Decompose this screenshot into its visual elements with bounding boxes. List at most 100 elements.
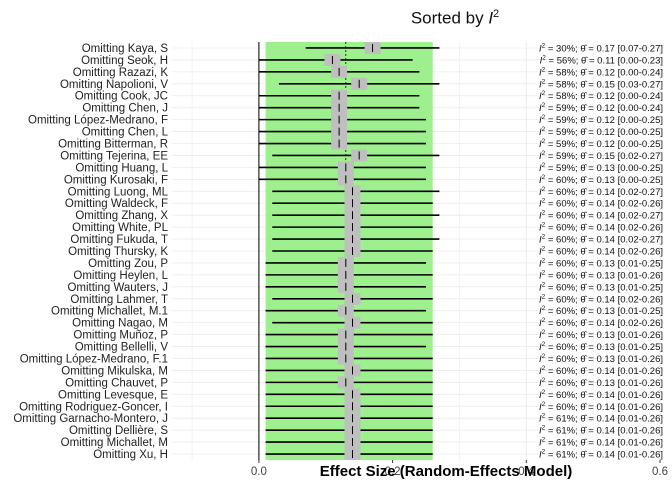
annotation-i2-symbol: I [539,79,542,90]
annotation-i2-exponent: 2 [542,329,546,336]
annotation-i2-symbol: I [539,294,542,305]
annotation-i2-symbol: I [539,151,542,162]
annotation-values: = 56%; θ̂ = 0.11 [0.00-0.23] [546,55,663,66]
annotation-i2-exponent: 2 [542,102,546,109]
annotation-i2-exponent: 2 [542,293,546,300]
annotation-values: = 60%; θ̂ = 0.14 [0.02-0.26] [545,199,663,210]
title-i2-exponent: 2 [493,8,500,20]
annotation-i2-exponent: 2 [542,257,546,264]
annotation-i2-exponent: 2 [542,90,546,97]
study-label: Omitting Garnacho-Montero, J [13,413,168,425]
study-annotation: I2 = 60%; θ̂ = 0.14 [0.02-0.27] [539,186,663,198]
annotation-values: = 60%; θ̂ = 0.14 [0.02-0.26] [545,294,663,305]
annotation-i2-exponent: 2 [542,401,546,408]
annotation-values: = 60%; θ̂ = 0.14 [0.02-0.26] [545,223,663,234]
study-annotation: I2 = 59%; θ̂ = 0.12 [0.00-0.25] [539,114,663,126]
study-label: Omitting Mikulska, M [61,365,168,377]
study-label: Omitting Xu, H [93,449,168,461]
annotation-i2-symbol: I [539,211,542,222]
annotation-i2-exponent: 2 [542,138,546,145]
annotation-values: = 60%; θ̂ = 0.13 [0.01-0.26] [545,378,663,389]
annotation-i2-exponent: 2 [542,353,546,360]
annotation-i2-exponent: 2 [542,281,546,288]
annotation-i2-symbol: I [539,175,542,186]
annotation-values: = 59%; θ̂ = 0.15 [0.02-0.27] [545,151,663,162]
annotation-i2-exponent: 2 [542,162,546,169]
annotation-i2-exponent: 2 [542,78,546,85]
annotation-values: = 60%; θ̂ = 0.13 [0.01-0.25] [545,282,663,293]
x-tick-label: 0.4 [518,466,535,478]
study-label: Omitting Waldeck, F [65,198,168,210]
annotation-values: = 59%; θ̂ = 0.12 [0.00-0.25] [545,115,663,126]
study-label: Omitting Zou, P [88,258,168,270]
annotation-i2-exponent: 2 [542,305,546,312]
study-annotation: I2 = 60%; θ̂ = 0.13 [0.01-0.25] [539,281,663,293]
annotation-values: = 60%; θ̂ = 0.14 [0.01-0.26] [545,390,663,401]
annotation-values: = 60%; θ̂ = 0.13 [0.01-0.25] [545,258,663,269]
annotation-i2-symbol: I [539,163,542,174]
annotation-i2-symbol: I [540,55,543,66]
study-label: Omitting Tejerina, EE [60,150,168,162]
annotation-i2-exponent: 2 [542,449,546,456]
study-label: Omitting Levesque, E [58,389,168,401]
annotation-values: = 58%; θ̂ = 0.15 [0.03-0.27] [545,79,663,90]
annotation-i2-exponent: 2 [542,437,546,444]
annotation-i2-symbol: I [539,103,542,114]
annotation-i2-exponent: 2 [542,389,546,396]
annotation-values: = 30%; θ̂ = 0.17 [0.07-0.27] [545,43,663,54]
study-annotation: I2 = 30%; θ̂ = 0.17 [0.07-0.27] [539,42,663,54]
study-label: Omitting Chen, L [82,127,169,139]
chart-title: Sorted by I2 [0,8,672,29]
annotation-i2-exponent: 2 [542,66,546,73]
study-label: Omitting Nagao, M [72,318,168,330]
study-annotation: I2 = 61%; θ̂ = 0.14 [0.01-0.26] [539,437,663,449]
annotation-i2-symbol: I [539,67,542,78]
annotation-i2-exponent: 2 [542,114,546,121]
study-annotation: I2 = 61%; θ̂ = 0.14 [0.01-0.26] [539,425,663,437]
study-label: Omitting Seok, H [81,55,168,67]
annotation-values: = 59%; θ̂ = 0.12 [0.00-0.25] [545,127,663,138]
study-annotation: I2 = 59%; θ̂ = 0.12 [0.00-0.25] [539,126,663,138]
annotation-i2-symbol: I [539,270,542,281]
annotation-i2-symbol: I [539,366,542,377]
title-i2-symbol: I [488,8,494,28]
annotation-i2-exponent: 2 [542,150,546,157]
study-annotation: I2 = 60%; θ̂ = 0.14 [0.02-0.26] [539,293,663,305]
study-label: Omitting Luong, ML [68,186,169,198]
study-annotation: I2 = 60%; θ̂ = 0.14 [0.02-0.26] [539,222,663,234]
study-annotation: I2 = 59%; θ̂ = 0.12 [0.00-0.25] [539,138,663,150]
annotation-i2-symbol: I [539,318,542,329]
annotation-i2-exponent: 2 [542,198,546,205]
x-tick-label: 0.0 [251,466,267,478]
study-annotation: I2 = 60%; θ̂ = 0.13 [0.01-0.25] [539,305,663,317]
study-annotation: I2 = 56%; θ̂ = 0.11 [0.00-0.23] [540,54,663,66]
annotation-values: = 59%; θ̂ = 0.13 [0.00-0.25] [545,163,663,174]
study-label: Omitting Fukuda, T [70,234,168,246]
annotation-values: = 60%; θ̂ = 0.14 [0.01-0.26] [545,366,663,377]
study-annotation: I2 = 59%; θ̂ = 0.15 [0.02-0.27] [539,150,663,162]
study-annotation: I2 = 58%; θ̂ = 0.12 [0.00-0.24] [539,66,663,78]
study-annotation: I2 = 60%; θ̂ = 0.14 [0.02-0.26] [539,198,663,210]
annotation-i2-exponent: 2 [542,174,546,181]
title-prefix: Sorted by [410,8,489,28]
study-label: Omitting Razazi, K [73,67,169,79]
study-label: Omitting Chauvet, P [65,377,168,389]
study-annotation: I2 = 60%; θ̂ = 0.13 [0.01-0.25] [539,257,663,269]
annotation-values: = 60%; θ̂ = 0.13 [0.00-0.25] [545,175,663,186]
study-annotation: I2 = 60%; θ̂ = 0.14 [0.01-0.26] [539,401,663,413]
annotation-i2-exponent: 2 [542,246,546,253]
study-label: Omitting Rodriguez-Goncer, I [19,401,168,413]
annotation-i2-exponent: 2 [542,365,546,372]
x-axis-label: Effect Size (Random-Effects Model) [320,463,573,480]
annotation-i2-exponent: 2 [542,222,546,229]
study-annotation: I2 = 60%; θ̂ = 0.14 [0.01-0.26] [539,389,663,401]
annotation-values: = 60%; θ̂ = 0.13 [0.01-0.26] [545,270,663,281]
annotation-i2-exponent: 2 [542,54,546,61]
annotation-i2-symbol: I [539,402,542,413]
annotation-i2-exponent: 2 [542,269,546,276]
annotation-values: = 60%; θ̂ = 0.14 [0.01-0.26] [545,402,663,413]
annotation-values: = 60%; θ̂ = 0.13 [0.01-0.25] [545,306,663,317]
study-label: Omitting Napolioni, V [60,79,168,91]
study-annotation: I2 = 60%; θ̂ = 0.14 [0.02-0.27] [539,234,663,246]
